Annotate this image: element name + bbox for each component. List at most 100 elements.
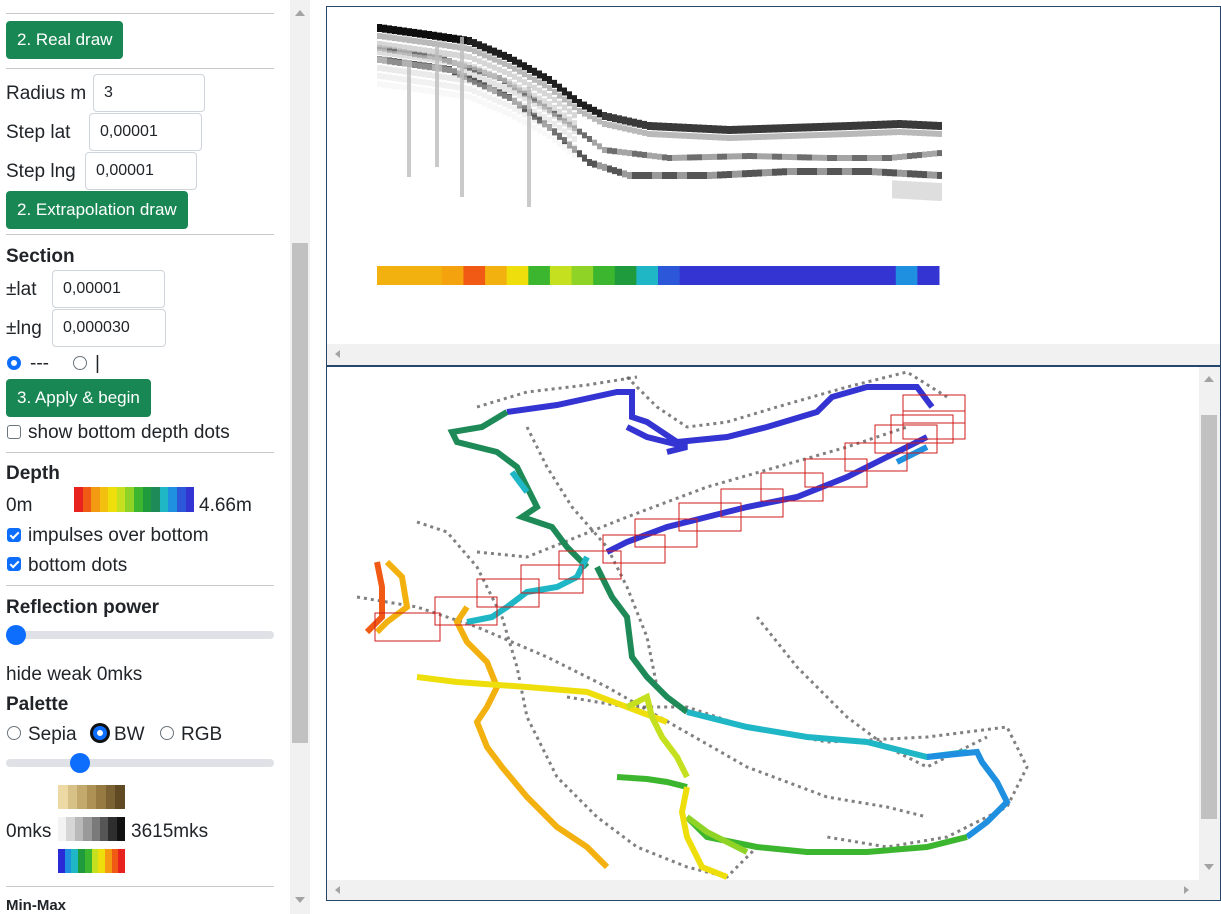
sepia-color — [115, 785, 126, 809]
track-yellow — [678, 786, 729, 880]
scroll-left-arrow-icon[interactable] — [335, 350, 340, 358]
palette-rgb-radio[interactable] — [160, 726, 174, 740]
section-lat-input[interactable] — [52, 270, 165, 308]
reflection-power-slider-thumb[interactable] — [6, 625, 26, 645]
track-map-image — [356, 370, 1029, 880]
real-draw-button[interactable]: 2. Real draw — [6, 21, 124, 59]
section-lng-input[interactable] — [52, 309, 166, 347]
impulses-over-bottom-checkbox[interactable] — [7, 528, 21, 542]
bw-color — [91, 817, 100, 841]
hide-weak-label: hide weak 0mks — [6, 664, 143, 685]
orientation-vertical-radio[interactable] — [73, 356, 87, 370]
echogram-horizontal-scrollbar[interactable] — [327, 344, 1220, 365]
echogram-depth-bar — [377, 266, 940, 285]
depth-scale-color — [116, 487, 126, 512]
echogram-impulses — [377, 24, 942, 207]
scroll-right-arrow-icon[interactable] — [1184, 886, 1189, 894]
bw-color — [74, 817, 84, 841]
step-lng-input[interactable] — [85, 152, 197, 190]
bottom-dots-label: bottom dots — [28, 555, 128, 576]
depth-max-label: 4.66m — [199, 495, 252, 516]
bottom-dots-checkbox[interactable] — [7, 557, 21, 571]
radius-input[interactable] — [93, 74, 205, 112]
section-lat-label: ±lat — [6, 279, 37, 300]
section-boxes — [374, 394, 966, 642]
depth-scale-color — [125, 487, 135, 512]
gray-track — [625, 370, 948, 429]
echogram-canvas[interactable] — [326, 6, 1221, 366]
track-cyan — [686, 709, 968, 761]
divider — [6, 68, 274, 69]
orientation-vertical-label: | — [95, 353, 100, 374]
settings-panel: 2. Real draw Radius m Step lat Step lng … — [0, 0, 290, 914]
depth-scale-color — [176, 487, 186, 512]
palette-sepia-radio[interactable] — [7, 726, 21, 740]
scrollbar-thumb[interactable] — [292, 243, 308, 743]
depth-scale-color — [134, 487, 143, 512]
gray-track — [356, 595, 928, 819]
sepia-palette-swatch — [58, 785, 126, 809]
palette-max-label: 3615mks — [131, 821, 209, 842]
map-canvas[interactable] — [326, 366, 1221, 901]
scroll-up-arrow-icon[interactable] — [295, 10, 305, 16]
gray-track — [755, 616, 988, 769]
depth-scale-color — [151, 487, 160, 512]
track-orange — [374, 559, 411, 635]
rgb-color — [71, 849, 79, 873]
show-bottom-depth-dots-checkbox[interactable] — [7, 425, 21, 439]
track-mid-blue — [926, 748, 1011, 840]
map-vertical-scrollbar[interactable] — [1199, 367, 1220, 880]
map-horizontal-scrollbar[interactable] — [327, 880, 1199, 900]
impulses-over-bottom-label: impulses over bottom — [28, 525, 209, 546]
gray-track — [566, 695, 1029, 849]
step-lat-label: Step lat — [6, 122, 71, 143]
reflection-power-slider[interactable] — [6, 631, 274, 639]
scroll-down-arrow-icon[interactable] — [295, 897, 305, 903]
echogram-image — [377, 24, 942, 285]
gray-track — [416, 520, 759, 879]
resize-grip-icon[interactable] — [1199, 880, 1220, 900]
scrollbar-thumb[interactable] — [1201, 415, 1217, 819]
rgb-color — [118, 849, 126, 873]
bw-color — [99, 817, 109, 841]
track-green — [594, 565, 689, 715]
palette-bw-radio[interactable] — [93, 726, 107, 740]
orientation-horizontal-label: --- — [30, 353, 49, 374]
rgb-color — [64, 849, 72, 873]
depth-scale-color — [108, 487, 117, 512]
step-lat-input[interactable] — [89, 113, 202, 151]
rgb-color — [98, 849, 105, 873]
min-max-heading: Min-Max — [6, 897, 66, 914]
track-deep-blue — [605, 434, 929, 555]
palette-bw-label: BW — [114, 724, 145, 745]
radius-label: Radius m — [6, 83, 87, 104]
track-green — [616, 774, 688, 790]
track-light-green — [685, 814, 749, 855]
extrapolation-draw-button[interactable]: 2. Extrapolation draw — [6, 191, 188, 229]
track-cyan — [509, 470, 530, 494]
settings-panel-scrollbar[interactable] — [290, 0, 310, 914]
apply-begin-button[interactable]: 3. Apply & begin — [6, 379, 151, 417]
palette-range-slider[interactable] — [6, 759, 274, 767]
bw-color — [116, 817, 125, 841]
scroll-left-arrow-icon[interactable] — [335, 886, 340, 894]
palette-range-slider-thumb[interactable] — [70, 753, 91, 773]
scroll-down-arrow-icon[interactable] — [1204, 864, 1214, 870]
track-deep-blue — [506, 384, 935, 446]
bw-color — [83, 817, 92, 841]
depth-scale-color — [168, 487, 177, 512]
gray-track — [525, 426, 659, 688]
sepia-color — [67, 785, 78, 809]
scroll-up-arrow-icon[interactable] — [1204, 376, 1214, 382]
section-heading: Section — [6, 246, 75, 267]
track-yellow — [416, 674, 669, 725]
rgb-color — [58, 849, 65, 873]
divider — [6, 234, 274, 235]
track-mid-blue — [895, 444, 929, 465]
track-green — [447, 409, 590, 570]
palette-sepia-label: Sepia — [28, 724, 77, 745]
rgb-color — [84, 849, 92, 873]
reflection-power-heading: Reflection power — [6, 597, 160, 618]
depth-scale-color — [82, 487, 92, 512]
orientation-horizontal-radio[interactable] — [7, 356, 21, 370]
